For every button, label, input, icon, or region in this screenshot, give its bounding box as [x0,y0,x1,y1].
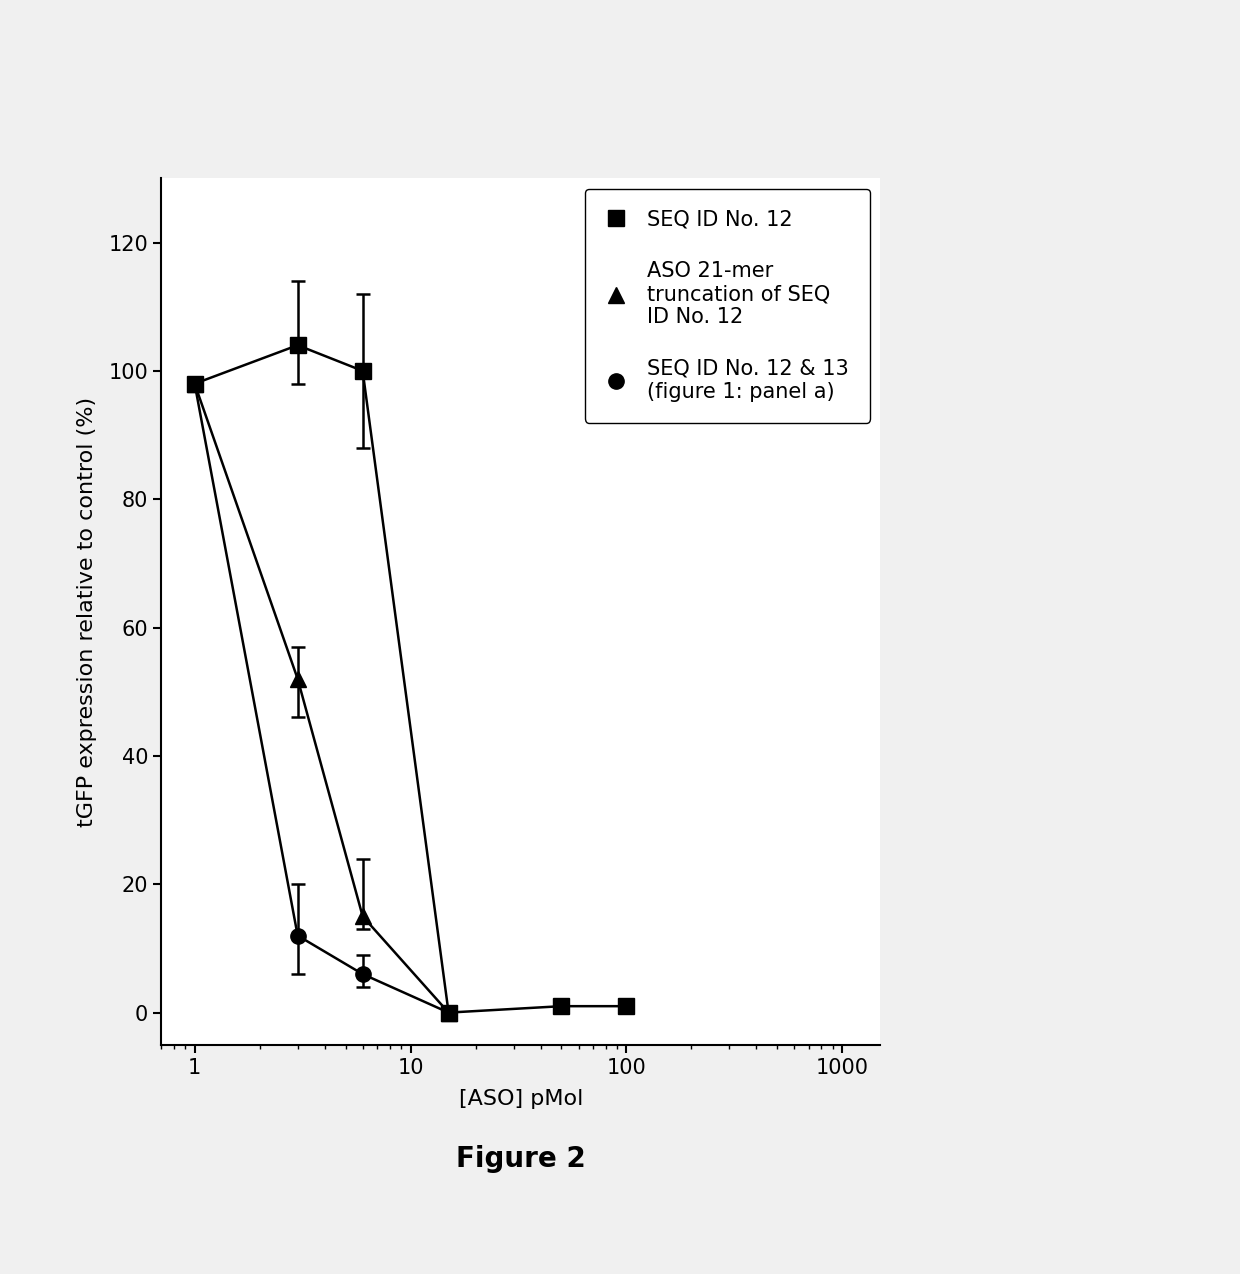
Text: Figure 2: Figure 2 [456,1145,585,1173]
X-axis label: [ASO] pMol: [ASO] pMol [459,1089,583,1108]
Y-axis label: tGFP expression relative to control (%): tGFP expression relative to control (%) [77,396,97,827]
Legend: SEQ ID No. 12, ASO 21-mer
truncation of SEQ
ID No. 12, SEQ ID No. 12 & 13
(figur: SEQ ID No. 12, ASO 21-mer truncation of … [585,189,870,423]
